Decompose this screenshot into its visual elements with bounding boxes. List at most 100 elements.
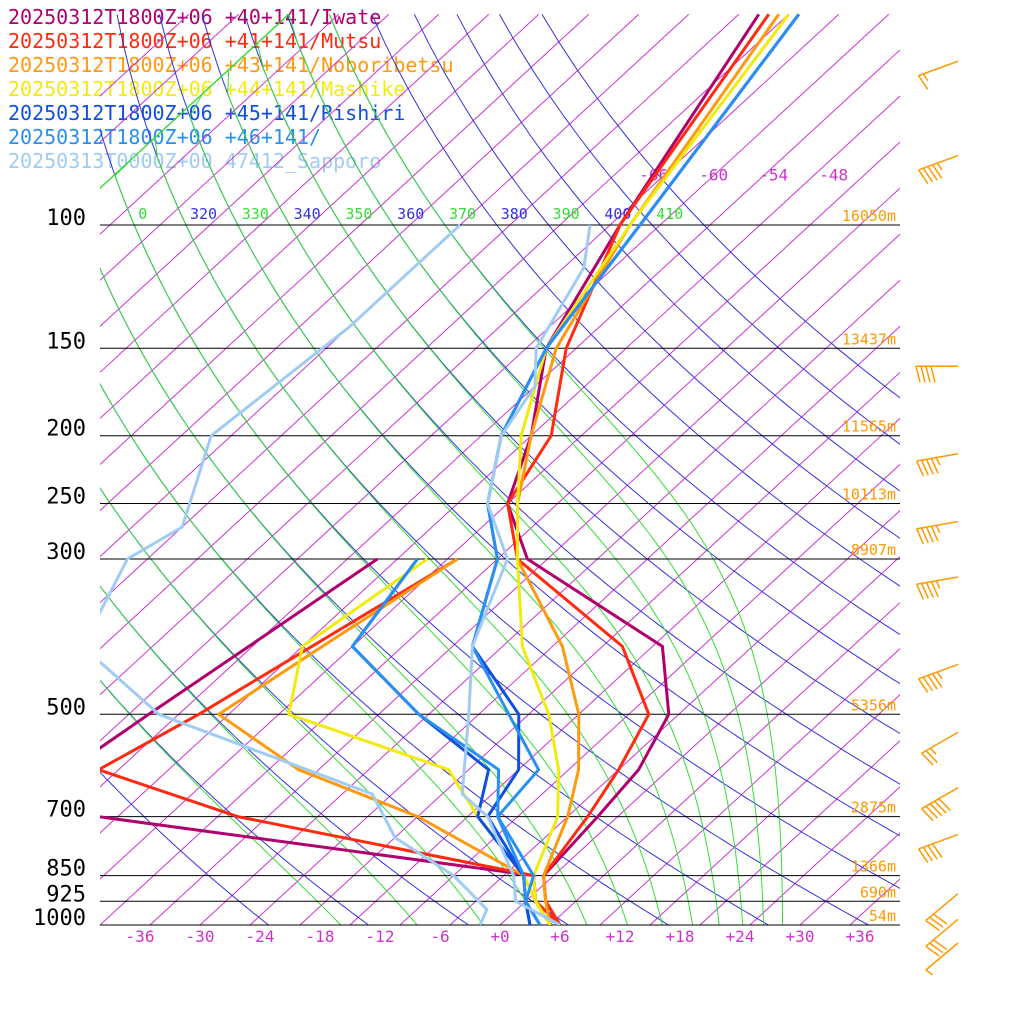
- wind-barb-staff: [916, 452, 959, 462]
- dry-adiabat-line: [328, 14, 900, 636]
- moist-adiabat-line: [288, 14, 765, 925]
- wind-barb-feather: [921, 752, 934, 766]
- x-tick-label: -12: [366, 927, 395, 946]
- moist-adiabat-line: [328, 14, 783, 925]
- x-tick-label: -6: [430, 927, 449, 946]
- wind-barb: [917, 833, 959, 864]
- wind-barb-feather: [929, 803, 943, 817]
- dry-adiabat-line: [201, 14, 900, 785]
- wind-barb-feather: [925, 750, 938, 764]
- x-tick-label: +6: [550, 927, 569, 946]
- wind-barb-feather: [929, 916, 944, 928]
- isotherm-line: [299, 371, 900, 925]
- wind-barb-feather: [921, 808, 934, 822]
- x-tick-label: -36: [126, 927, 155, 946]
- dry-adiabat-line: [456, 14, 900, 492]
- dry-adiabat-line: [286, 14, 900, 685]
- wind-barb: [915, 576, 959, 600]
- wind-barb-feather: [920, 366, 926, 383]
- wind-barb-feather: [922, 846, 934, 862]
- x-tick-label: -30: [186, 927, 215, 946]
- wind-barb-half-feather: [936, 671, 943, 680]
- dry-adiabat-line: [371, 14, 900, 587]
- wind-barb-feather: [925, 458, 934, 475]
- wind-barb-feather: [930, 525, 939, 542]
- wind-barb-half-feather: [935, 457, 941, 466]
- wind-barb: [917, 60, 959, 90]
- wind-barb-feather: [927, 674, 938, 690]
- wind-barb-half-feather: [922, 73, 929, 82]
- moist-adiabat-line: [100, 13, 418, 925]
- dry-adiabat-line: [159, 14, 900, 837]
- wind-barb: [915, 365, 958, 383]
- height-label-250: 10113m: [842, 486, 896, 504]
- height-label-100: 16050m: [842, 207, 896, 225]
- wind-barb-feather: [930, 581, 939, 598]
- top-isotherm-label: -60: [699, 166, 728, 185]
- legend-entry: 20250312T1800Z+06 +43+141/Noboribetsu: [8, 53, 454, 77]
- wind-barb: [917, 154, 959, 184]
- dry-adiabat-line: [100, 585, 469, 925]
- dry-adiabat-line: [498, 14, 900, 445]
- wind-barb-staff: [916, 576, 959, 586]
- wind-barb-staff: [918, 833, 959, 850]
- wind-barb-feather: [917, 848, 929, 864]
- wind-barb-feather: [933, 939, 948, 951]
- wind-barb-feather: [930, 458, 939, 474]
- wind-barb-feather: [925, 945, 940, 957]
- isotherm-line: [100, 13, 890, 742]
- wind-barb-staff: [918, 60, 959, 77]
- wind-barb-feather: [938, 798, 951, 812]
- theta-label: 410: [656, 205, 683, 223]
- height-label-850: 1366m: [851, 858, 896, 876]
- isotherm-line: [100, 13, 340, 235]
- wind-barb-feather: [925, 526, 934, 543]
- wind-barb-feather: [933, 913, 948, 925]
- pressure-label-850: 850: [46, 857, 86, 882]
- wind-barb-feather: [929, 942, 944, 954]
- wind-barb-half-feather: [935, 580, 941, 589]
- 46n-dewpoint-line: [350, 558, 542, 925]
- isotherm-line: [549, 601, 900, 925]
- isotherm-line: [100, 13, 440, 327]
- wind-barb-feather: [932, 673, 943, 688]
- theta-label: 370: [449, 205, 476, 223]
- theta-label: 380: [501, 205, 528, 223]
- isotherm-line: [100, 13, 540, 420]
- height-label-150: 13437m: [842, 330, 896, 348]
- x-tick-label: -24: [246, 927, 275, 946]
- theta-label: 330: [242, 205, 269, 223]
- isotherm-line: [100, 13, 640, 512]
- x-tick-label: +36: [846, 927, 875, 946]
- moist-adiabat-line: [227, 13, 720, 925]
- wind-barb-feather: [917, 75, 929, 90]
- wind-barb-feather: [932, 843, 943, 858]
- wind-barb: [917, 663, 959, 693]
- moist-adiabat-line: [100, 13, 484, 925]
- wind-barb-half-feather: [936, 162, 943, 171]
- legend-entry: 20250312T1800Z+06 +40+141/Iwate: [8, 5, 381, 29]
- wind-barb-feather: [922, 167, 934, 183]
- wind-barb-staff: [918, 154, 959, 171]
- theta-label: 340: [294, 205, 321, 223]
- isotherm-line: [100, 187, 900, 925]
- isotherm-line: [100, 13, 690, 558]
- wind-barb-feather: [920, 459, 929, 476]
- wind-barb-staff: [921, 787, 959, 810]
- background-lines: [100, 13, 900, 925]
- dry-adiabat-line: [100, 771, 269, 925]
- x-tick-label: +0: [490, 927, 509, 946]
- isotherm-line: [249, 325, 900, 925]
- wind-barb-half-feather: [925, 969, 933, 976]
- legend: 20250312T1800Z+06 +40+141/Iwate 20250312T…: [8, 5, 454, 173]
- wind-barb-feather: [917, 169, 929, 184]
- x-tick-label: +12: [606, 927, 635, 946]
- x-tick-label: +18: [666, 927, 695, 946]
- top-isotherm-label: -48: [819, 166, 848, 185]
- wind-barbs: [915, 60, 959, 976]
- wind-barb: [925, 942, 959, 976]
- pressure-label-500: 500: [46, 695, 86, 720]
- wind-barb-half-feather: [929, 747, 937, 755]
- wind-barb-feather: [920, 527, 929, 544]
